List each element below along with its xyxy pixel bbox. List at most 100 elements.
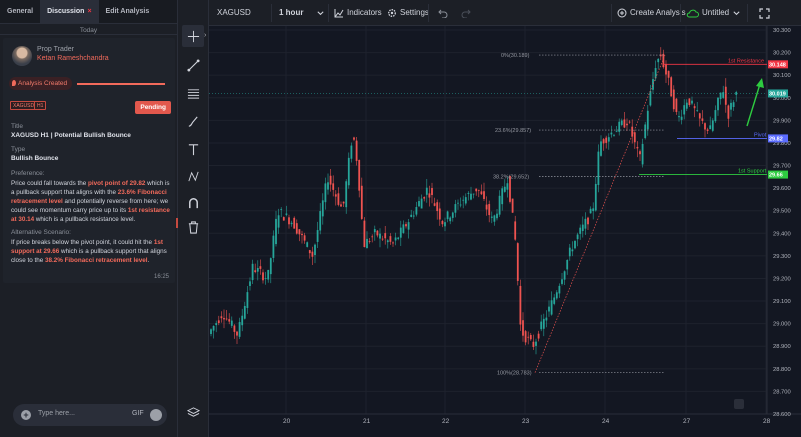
candle [368, 241, 371, 242]
brush-icon[interactable] [182, 110, 204, 132]
emoji-icon[interactable] [150, 409, 162, 421]
candle [412, 215, 415, 217]
candle [516, 243, 519, 281]
text-icon[interactable] [182, 138, 204, 160]
candle [233, 325, 236, 332]
candle [537, 333, 540, 339]
chat-placeholder[interactable]: Type here... [38, 410, 75, 417]
candle [288, 217, 290, 225]
candle [532, 341, 535, 347]
plus-icon[interactable]: + [21, 410, 31, 420]
candle [623, 119, 626, 128]
candle [267, 269, 270, 280]
gear-icon [388, 9, 396, 17]
candle [735, 92, 738, 95]
candle [706, 129, 709, 131]
candle [319, 211, 322, 231]
tab-discussion[interactable]: Discussion × [40, 0, 99, 23]
gif-button[interactable]: GIF [132, 410, 144, 417]
price-tick-label: 29.600 [773, 186, 791, 192]
candle [337, 193, 340, 205]
candle [410, 214, 413, 217]
price-chart[interactable]: 30.300 30.200 30.100 30.000 29.900 29.800 29.7… [209, 26, 801, 437]
indicators-button[interactable]: Indicators [334, 0, 382, 26]
preference-text: Price could fall towards the pivot point… [11, 179, 171, 224]
create-analysis-button[interactable]: Create Analysis [617, 0, 686, 26]
candle [553, 297, 556, 304]
price-tick-label: 28.600 [773, 412, 791, 418]
tab-general[interactable]: General [7, 8, 34, 15]
fib-level-label: 38.2%(29.652) [493, 174, 529, 180]
candle [584, 218, 587, 229]
layers-icon[interactable] [182, 401, 204, 423]
lock-icon[interactable] [734, 399, 744, 409]
candle [659, 54, 662, 57]
candle [280, 209, 283, 210]
chevron-down-icon[interactable] [316, 0, 325, 26]
candle [717, 97, 719, 111]
candle [529, 335, 532, 340]
candle [496, 213, 498, 219]
candle [306, 242, 309, 247]
candle [386, 240, 389, 243]
divider [328, 4, 329, 22]
layout-selector[interactable]: Untitled [686, 0, 741, 26]
candle [332, 183, 335, 190]
date-tick-label: 20 [283, 418, 291, 425]
price-tick-label: 30.100 [773, 73, 791, 79]
candle [501, 188, 504, 205]
chevron-right-icon[interactable]: › [204, 32, 207, 39]
candle [298, 229, 301, 235]
panel-resize-handle[interactable] [176, 218, 179, 228]
candle [685, 102, 688, 109]
candle [358, 159, 361, 191]
candle [433, 203, 436, 206]
candle [329, 175, 332, 185]
settings-button[interactable]: Settings [387, 0, 429, 26]
tab-edit-analysis[interactable]: Edit Analysis [105, 8, 150, 15]
body-text: . [147, 257, 150, 264]
drawing-toolbar [178, 0, 209, 437]
candle [423, 197, 426, 199]
candle [212, 325, 215, 331]
candle [415, 207, 418, 215]
author-role: Prop Trader [37, 46, 74, 53]
candle [217, 320, 220, 324]
date-tick-label: 21 [363, 418, 371, 425]
trendline-icon[interactable] [182, 54, 204, 76]
crosshair-icon[interactable] [182, 25, 204, 47]
interval-selector[interactable]: 1 hour [279, 0, 303, 26]
highlight-text: pivot point of 29.82 [88, 180, 146, 187]
candle [290, 222, 293, 225]
status-line [77, 83, 165, 85]
price-tick-label: 29.300 [773, 254, 791, 260]
candle [607, 137, 610, 142]
candle [345, 181, 348, 208]
candle [327, 182, 329, 190]
candle [464, 197, 467, 204]
candle [633, 132, 636, 143]
candle [683, 105, 686, 115]
candle [402, 224, 405, 233]
symbol-selector[interactable]: XAGUSD [217, 0, 251, 26]
undo-icon[interactable] [438, 0, 448, 26]
candle [561, 279, 563, 284]
fib-level-label: 100%(28.783) [497, 371, 532, 377]
candle [615, 131, 618, 133]
bullish-arrow [746, 83, 761, 127]
close-icon[interactable]: × [87, 8, 92, 15]
fullscreen-icon[interactable] [759, 0, 770, 26]
chart-canvas[interactable]: 30.300 30.200 30.100 30.000 29.900 29.800 29.7… [209, 26, 801, 437]
divider [271, 4, 272, 22]
candle [220, 316, 223, 319]
candle [605, 137, 608, 143]
author-name[interactable]: Ketan Rameshchandra [37, 55, 109, 62]
pattern-icon[interactable] [182, 165, 204, 187]
magnet-icon[interactable] [182, 191, 204, 213]
trash-icon[interactable] [182, 216, 204, 238]
candle [701, 118, 704, 121]
candle [241, 315, 244, 326]
fib-retracement-icon[interactable] [182, 82, 204, 104]
chat-input[interactable]: + Type here... GIF [13, 404, 167, 426]
redo-icon[interactable] [461, 0, 471, 26]
